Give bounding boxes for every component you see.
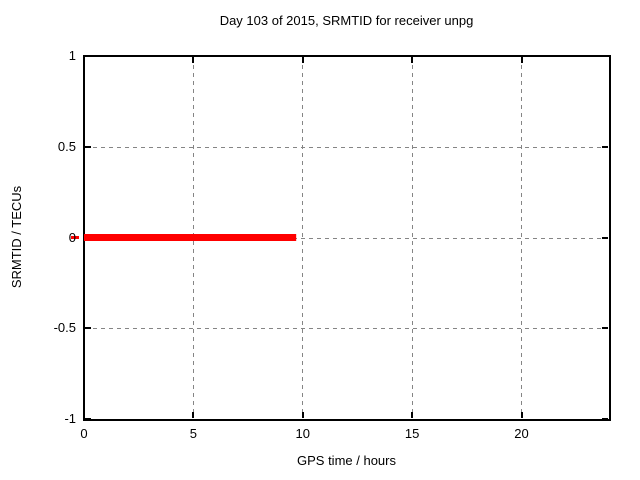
x-tick-label: 5 — [189, 426, 197, 441]
x-tick-label: 20 — [514, 426, 529, 441]
gridline-horizontal — [85, 328, 608, 330]
x-tick-mark-bottom — [301, 412, 304, 418]
x-tick-mark-top — [411, 57, 414, 63]
y-tick-mark-left — [85, 55, 91, 57]
y-tick-mark-right — [602, 55, 608, 57]
y-tick-mark-left — [85, 236, 91, 239]
x-axis-label: GPS time / hours — [297, 453, 396, 468]
zero-tick-red-mark — [71, 236, 79, 239]
y-tick-label: 0.5 — [57, 138, 76, 154]
x-tick-mark-bottom — [83, 412, 85, 418]
x-tick-label: 15 — [404, 426, 420, 441]
y-tick-label: 1 — [68, 48, 76, 63]
y-tick-label: -0.5 — [53, 320, 76, 336]
y-tick-mark-left — [85, 418, 91, 420]
y-tick-mark-right — [602, 145, 608, 148]
chart-title: Day 103 of 2015, SRMTID for receiver unp… — [219, 13, 474, 28]
x-tick-mark-top — [520, 57, 523, 63]
y-tick-mark-right — [602, 327, 608, 330]
y-tick-mark-left — [85, 145, 91, 148]
x-tick-label: 10 — [295, 426, 310, 441]
x-tick-mark-bottom — [520, 412, 523, 418]
y-tick-label: -1 — [64, 411, 76, 426]
x-tick-mark-bottom — [192, 412, 195, 418]
y-tick-label: 0 — [68, 229, 76, 245]
x-tick-label: 0 — [80, 426, 88, 441]
y-tick-mark-right — [602, 236, 608, 239]
x-tick-mark-top — [83, 57, 85, 63]
gridline-horizontal — [85, 237, 608, 239]
x-tick-mark-bottom — [411, 412, 414, 418]
x-tick-mark-top — [192, 57, 195, 63]
y-tick-mark-right — [602, 418, 608, 420]
gridline-horizontal — [85, 146, 608, 148]
x-tick-mark-top — [301, 57, 304, 63]
y-tick-mark-left — [85, 327, 91, 330]
